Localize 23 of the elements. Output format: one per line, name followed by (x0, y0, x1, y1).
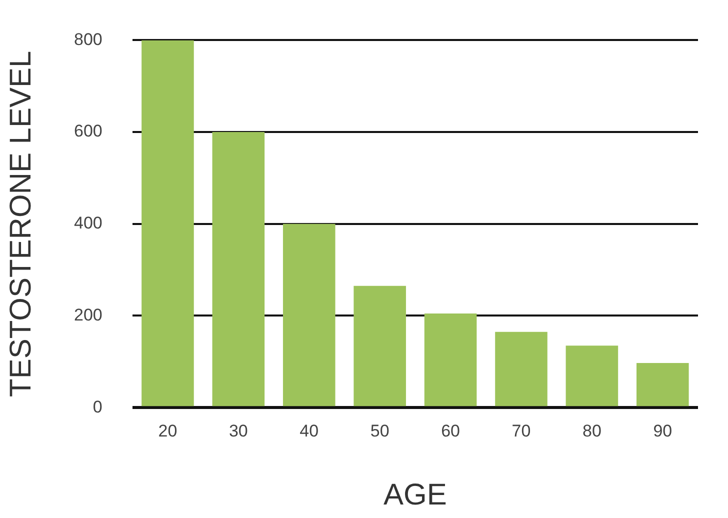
bar (354, 286, 406, 406)
x-tick-label: 60 (441, 421, 460, 440)
bar (282, 224, 336, 406)
x-tick-label: 90 (653, 421, 672, 440)
bar (142, 40, 194, 406)
y-tick-label: 600 (74, 122, 102, 141)
x-tick-label: 70 (512, 421, 531, 440)
bar (212, 132, 265, 406)
x-tick-label: 80 (582, 421, 602, 440)
y-tick-label: 800 (74, 30, 102, 49)
bar (424, 313, 477, 406)
y-axis-title: TESTOSTERONE LEVEL (4, 50, 38, 398)
y-tick-label: 400 (74, 214, 102, 233)
bar (495, 332, 548, 406)
bar (636, 363, 689, 406)
x-tick-label: 30 (228, 421, 248, 440)
x-tick-label: 20 (158, 421, 178, 440)
x-tick-label: 50 (370, 421, 390, 440)
x-axis-title: AGE (384, 478, 447, 512)
y-tick-label: 200 (74, 305, 102, 324)
bar (566, 346, 618, 406)
y-tick-label: 0 (92, 397, 102, 416)
x-tick-label: 40 (300, 421, 319, 440)
